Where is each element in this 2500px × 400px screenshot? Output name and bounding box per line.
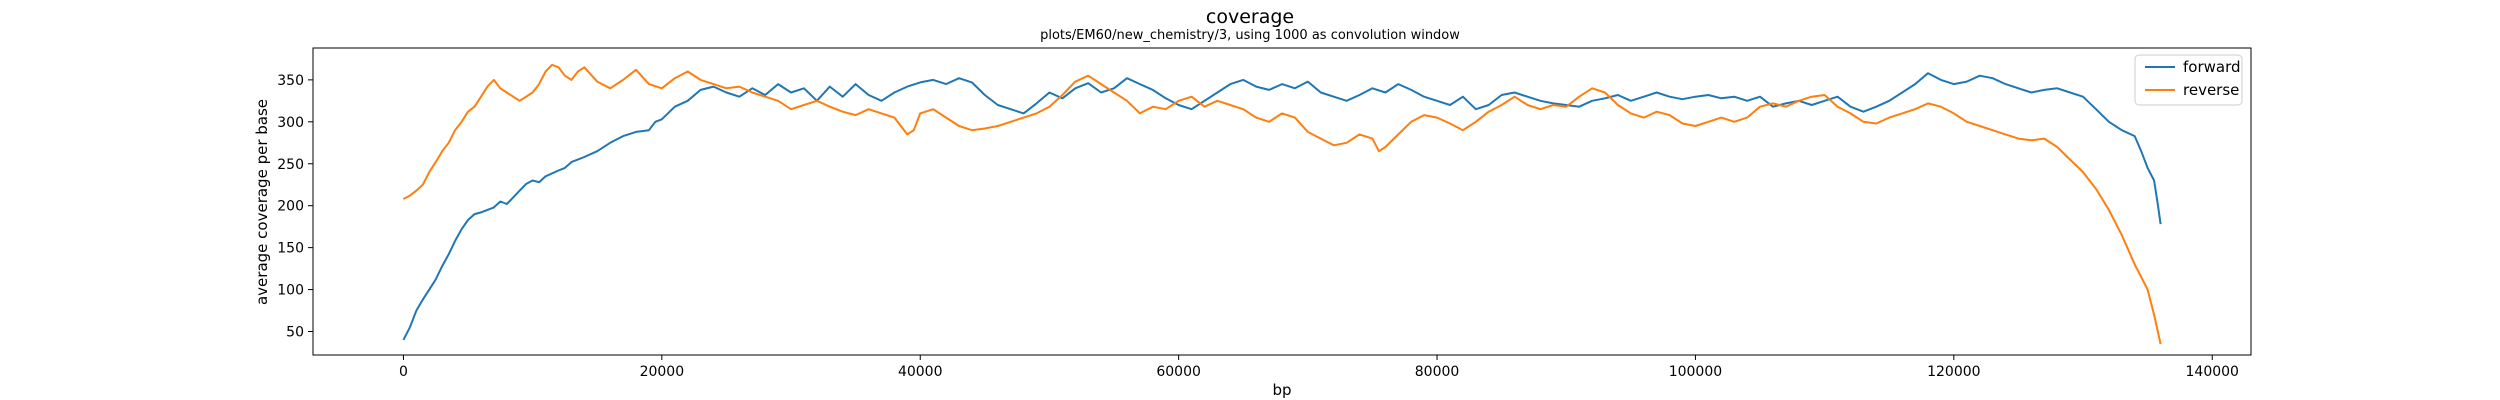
- chart-subtitle: plots/EM60/new_chemistry/3, using 1000 a…: [1040, 28, 1460, 43]
- y-tick-label: 300: [277, 115, 304, 131]
- x-tick-label: 120000: [1927, 364, 1980, 380]
- y-tick-label: 350: [277, 73, 304, 89]
- x-axis: 0 20000 40000 60000 80000 100000 120000 140000: [399, 355, 2239, 380]
- y-tick-label: 200: [277, 199, 304, 215]
- chart-title: coverage: [1206, 6, 1294, 28]
- y-axis: 50 100 150 200 250 300 350: [277, 73, 313, 341]
- plot-frame: [312, 47, 2252, 356]
- legend-label-forward: forward: [2183, 58, 2241, 76]
- series-line-reverse: [402, 63, 2162, 345]
- x-tick-label: 60000: [1156, 364, 1201, 380]
- x-axis-label: bp: [1272, 381, 1291, 399]
- y-axis-label: average coverage per base: [253, 99, 271, 305]
- y-tick-label: 250: [277, 157, 304, 173]
- x-tick-label: 20000: [640, 364, 685, 380]
- series-layer: [402, 63, 2162, 345]
- x-tick-label: 140000: [2186, 364, 2239, 380]
- series-line-forward: [402, 72, 2162, 341]
- x-tick-label: 80000: [1415, 364, 1460, 380]
- legend: forward reverse: [2134, 54, 2243, 106]
- x-tick-label: 100000: [1669, 364, 1722, 380]
- legend-label-reverse: reverse: [2183, 81, 2239, 99]
- y-tick-label: 150: [277, 241, 304, 257]
- x-tick-label: 0: [399, 364, 408, 380]
- y-tick-label: 100: [277, 283, 304, 299]
- x-tick-label: 40000: [898, 364, 943, 380]
- y-tick-label: 50: [286, 325, 304, 341]
